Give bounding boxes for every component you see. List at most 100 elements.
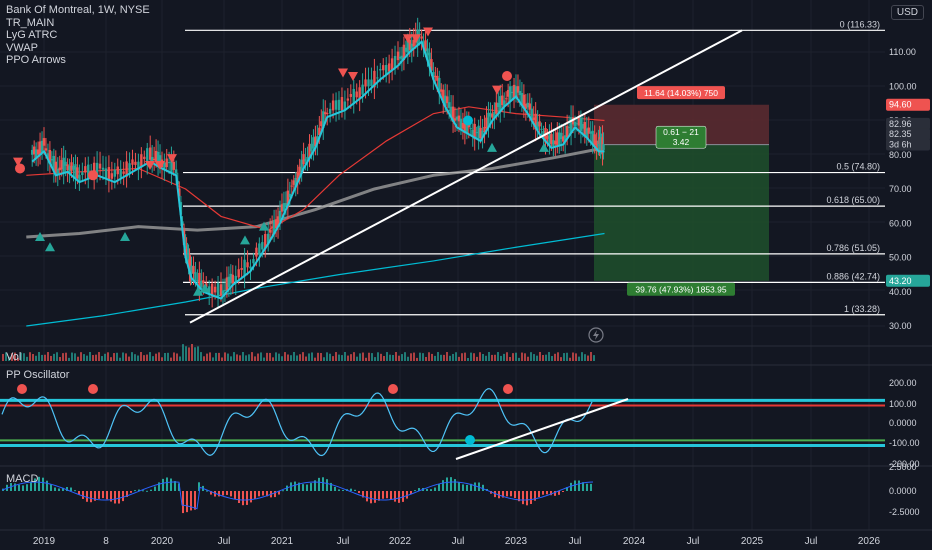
macd-tick: 0.0000 bbox=[889, 486, 917, 496]
time-tick: 2019 bbox=[33, 536, 56, 547]
volume-bar bbox=[248, 354, 250, 361]
indicator-tr-main[interactable]: TR_MAIN bbox=[6, 16, 55, 29]
macd-bar bbox=[534, 491, 536, 501]
candle-body bbox=[575, 123, 579, 125]
volume-bar bbox=[230, 356, 232, 361]
candle-body bbox=[485, 117, 488, 129]
candle-body bbox=[146, 148, 149, 164]
time-tick: Jul bbox=[805, 536, 818, 547]
volume-bar bbox=[161, 357, 163, 361]
time-tick: 2020 bbox=[151, 536, 174, 547]
volume-bar bbox=[26, 356, 28, 361]
macd-bar bbox=[418, 488, 420, 491]
candle-body bbox=[528, 103, 531, 110]
volume-bar bbox=[434, 355, 436, 361]
macd-bar bbox=[198, 482, 200, 491]
trend-line bbox=[189, 29, 743, 324]
volume-bar bbox=[155, 353, 157, 361]
volume-bar bbox=[320, 353, 322, 361]
macd-bar bbox=[334, 486, 336, 491]
candle-body bbox=[455, 116, 459, 120]
volume-bar bbox=[326, 352, 328, 361]
candle-body bbox=[87, 164, 90, 178]
candle-body bbox=[64, 161, 67, 166]
volume-bar bbox=[74, 353, 76, 361]
volume-bar bbox=[143, 355, 145, 361]
candle-body bbox=[483, 126, 486, 132]
indicator-vwap[interactable]: VWAP bbox=[6, 41, 38, 54]
candle-body bbox=[331, 100, 335, 111]
macd-bar bbox=[142, 490, 144, 492]
lightning-icon bbox=[588, 327, 604, 343]
candle-body bbox=[154, 150, 158, 163]
volume-bar bbox=[329, 353, 331, 361]
candle-body bbox=[522, 94, 526, 109]
candle-body bbox=[304, 158, 307, 162]
volume-bar bbox=[554, 353, 556, 361]
candle-body bbox=[463, 119, 467, 133]
candle-body bbox=[406, 39, 410, 53]
candle-body bbox=[602, 144, 605, 150]
candle-body bbox=[418, 33, 421, 35]
price-tick: 60.00 bbox=[889, 218, 912, 228]
candle-body bbox=[540, 128, 543, 130]
sell-arrow bbox=[348, 71, 358, 81]
volume-bar bbox=[35, 355, 37, 361]
volume-bar bbox=[533, 354, 535, 361]
macd-bar bbox=[130, 491, 132, 493]
volume-bar bbox=[569, 357, 571, 361]
volume-bar bbox=[590, 352, 592, 361]
volume-bar bbox=[257, 353, 259, 361]
candle-body bbox=[376, 77, 379, 79]
macd-bar bbox=[302, 484, 304, 491]
candle-body bbox=[449, 106, 453, 117]
volume-bar bbox=[242, 352, 244, 361]
volume-bar bbox=[287, 354, 289, 361]
macd-bar bbox=[406, 491, 408, 499]
volume-bar bbox=[530, 352, 532, 361]
time-tick: Jul bbox=[337, 536, 350, 547]
indicator-lyg-atrc[interactable]: LyG ATRC bbox=[6, 29, 58, 41]
fib-label: 0 (116.33) bbox=[840, 19, 880, 29]
indicator-ppo-arrows[interactable]: PPO Arrows bbox=[6, 54, 66, 66]
candle-body bbox=[536, 122, 539, 131]
candle-body bbox=[562, 136, 565, 142]
price-label: 82.96 bbox=[889, 119, 912, 129]
fib-label: 1 (33.28) bbox=[844, 304, 880, 314]
buy-arrow bbox=[487, 142, 497, 152]
symbol-title[interactable]: Bank Of Montreal, 1W, NYSE bbox=[6, 4, 150, 16]
volume-bar bbox=[134, 354, 136, 361]
gray-ma bbox=[26, 146, 605, 239]
volume-bar bbox=[593, 355, 595, 361]
candle-body bbox=[473, 123, 476, 140]
volume-bar bbox=[206, 353, 208, 361]
macd-bar bbox=[450, 477, 452, 491]
volume-bar bbox=[20, 352, 22, 361]
macd-bar bbox=[562, 491, 564, 492]
candle-body bbox=[581, 124, 585, 129]
currency-button[interactable]: USD bbox=[890, 5, 924, 20]
macd-bar bbox=[466, 484, 468, 491]
volume-bar bbox=[560, 357, 562, 361]
macd-bar bbox=[370, 491, 372, 504]
buy-arrow bbox=[539, 142, 549, 152]
volume-bar bbox=[506, 352, 508, 361]
macd-bar bbox=[170, 478, 172, 491]
candle-body bbox=[298, 166, 301, 176]
volume-bar bbox=[263, 357, 265, 361]
price-tick: 80.00 bbox=[889, 150, 912, 160]
macd-bar bbox=[118, 491, 120, 504]
volume-bar bbox=[251, 352, 253, 361]
candle-body bbox=[514, 86, 518, 97]
macd-bar bbox=[446, 477, 448, 491]
volume-bar bbox=[542, 355, 544, 361]
price-label-box bbox=[886, 117, 930, 130]
candle-body bbox=[477, 125, 480, 140]
candle-body bbox=[306, 157, 309, 159]
candle-body bbox=[40, 140, 44, 153]
sell-arrow bbox=[145, 161, 155, 171]
candle-body bbox=[385, 64, 388, 76]
volume-bar bbox=[83, 354, 85, 361]
candle-body bbox=[216, 282, 220, 299]
volume-bar bbox=[467, 357, 469, 361]
